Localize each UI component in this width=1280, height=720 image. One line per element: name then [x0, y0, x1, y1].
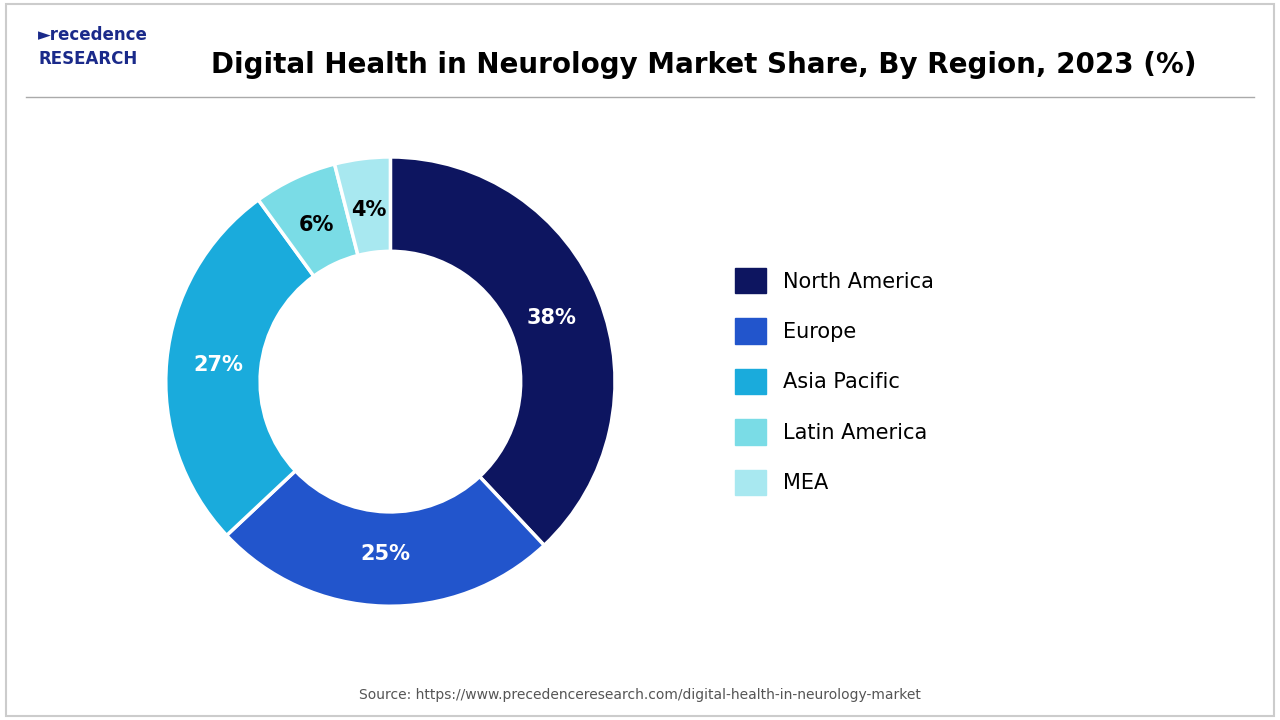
Text: 25%: 25% — [360, 544, 410, 564]
Legend: North America, Europe, Asia Pacific, Latin America, MEA: North America, Europe, Asia Pacific, Lat… — [727, 260, 942, 503]
Wedge shape — [227, 471, 544, 606]
Text: 27%: 27% — [193, 356, 243, 375]
Text: ►recedence
RESEARCH: ►recedence RESEARCH — [38, 26, 148, 68]
Text: Digital Health in Neurology Market Share, By Region, 2023 (%): Digital Health in Neurology Market Share… — [211, 51, 1197, 78]
Text: 6%: 6% — [300, 215, 334, 235]
Wedge shape — [390, 157, 614, 545]
Text: 4%: 4% — [351, 200, 387, 220]
Wedge shape — [166, 200, 314, 536]
Text: 38%: 38% — [526, 308, 576, 328]
Text: Source: https://www.precedenceresearch.com/digital-health-in-neurology-market: Source: https://www.precedenceresearch.c… — [360, 688, 920, 702]
Wedge shape — [259, 164, 358, 276]
Wedge shape — [334, 157, 390, 256]
